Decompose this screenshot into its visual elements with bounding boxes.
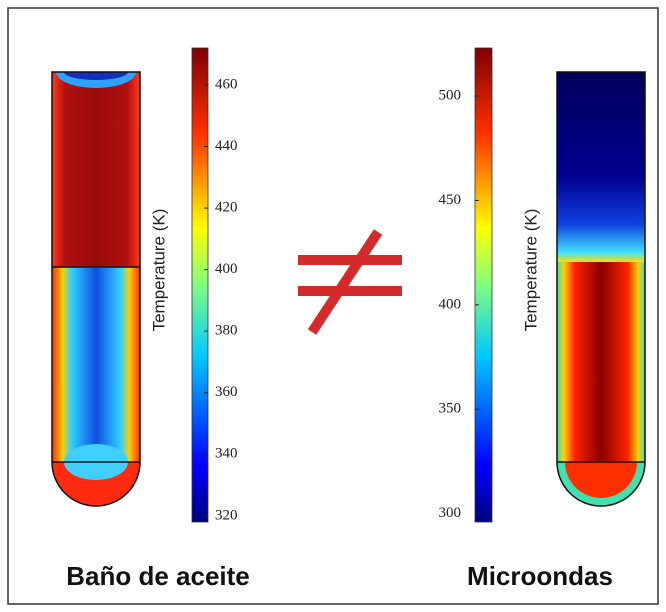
colorbar-tick-label: 300 [439, 505, 462, 521]
colorbar-tick-label: 400 [439, 296, 462, 312]
colorbar-tick-label: 460 [215, 76, 238, 92]
colorbar-tick-label: 500 [439, 87, 462, 103]
colorbar [192, 48, 208, 522]
colorbar-tick-label: 400 [215, 261, 238, 277]
microwave-tube [557, 72, 645, 508]
colorbar [475, 48, 492, 522]
colorbar-tick-label: 440 [215, 138, 238, 154]
colorbar-tick-label: 360 [215, 384, 238, 400]
colorbar-tick-label: 340 [215, 446, 238, 462]
figure: 320 340 360 380 400 420 440 460 Temperature (K) B… [0, 0, 666, 612]
colorbar-tick-label: 420 [215, 199, 238, 215]
oil-bath-tube [52, 56, 140, 508]
colorbar-label: Temperature (K) [521, 209, 540, 332]
colorbar-tick-label: 350 [439, 401, 462, 417]
not-equal-sign [298, 232, 402, 332]
colorbar-tick-label: 450 [439, 192, 462, 208]
caption: Baño de aceite [66, 561, 250, 591]
colorbar-tick-label: 320 [215, 507, 238, 523]
caption: Microondas [467, 561, 613, 591]
colorbar-label: Temperature (K) [149, 209, 168, 332]
colorbar-tick-label: 380 [215, 323, 238, 339]
